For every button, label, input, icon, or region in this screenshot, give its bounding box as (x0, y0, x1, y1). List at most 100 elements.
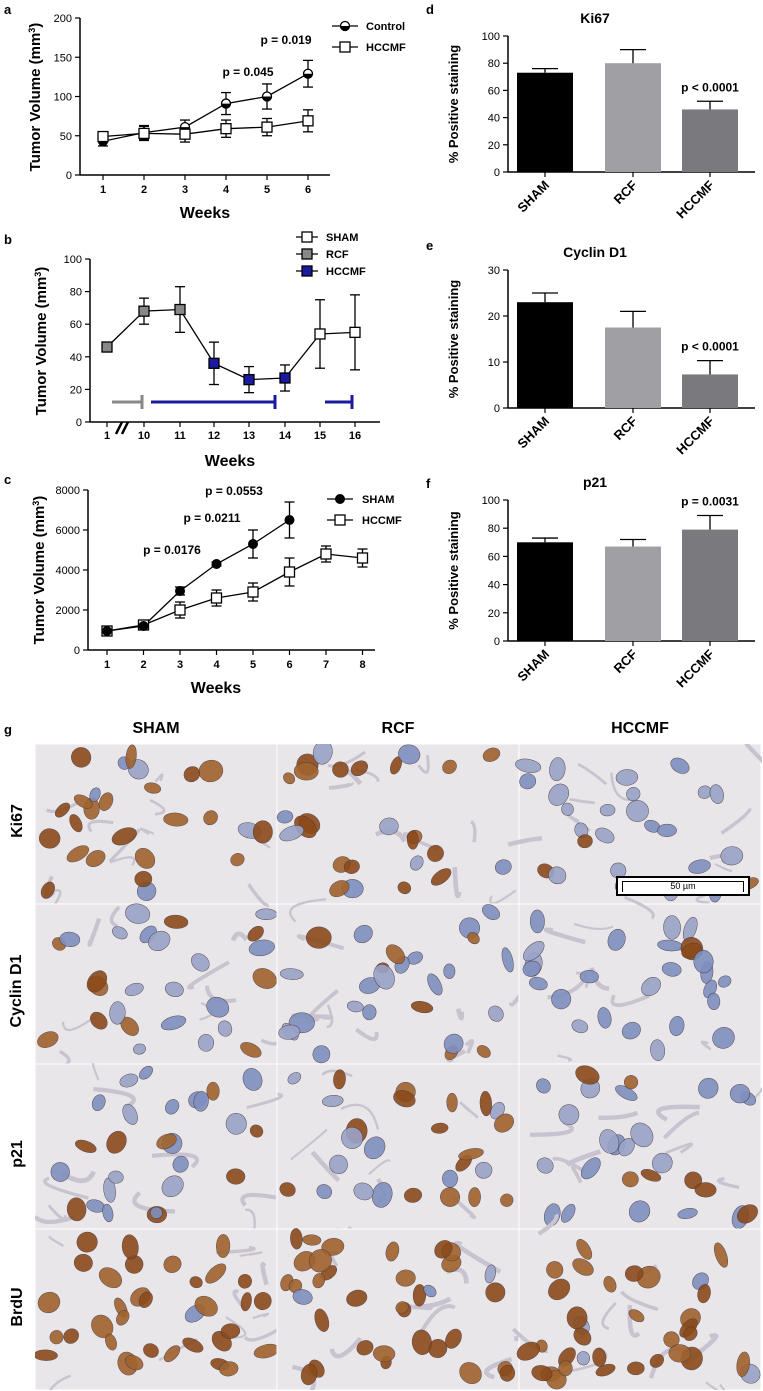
x-axis-label: Weeks (191, 680, 242, 697)
stroma-fiber (154, 773, 164, 783)
legend-label: RCF (326, 249, 349, 261)
stained-nucleus (343, 859, 360, 874)
axis-break-mark (120, 421, 130, 435)
stroma-fiber (744, 744, 762, 764)
stained-nucleus (446, 1092, 458, 1113)
unstained-nucleus (362, 1004, 377, 1021)
data-point (179, 128, 191, 140)
unstained-nucleus (580, 1157, 601, 1180)
unstained-nucleus (529, 976, 548, 991)
y-tick-label: 10 (488, 357, 500, 369)
unstained-nucleus (615, 769, 639, 786)
unstained-nucleus (164, 981, 184, 997)
unstained-nucleus (522, 960, 541, 977)
stroma-fiber (329, 1336, 363, 1359)
stained-nucleus (333, 1069, 346, 1090)
stained-nucleus (412, 1284, 427, 1307)
chart-title: Cyclin D1 (563, 244, 627, 260)
data-point (279, 372, 291, 384)
y-tick-label: 40 (488, 113, 500, 125)
data-point (301, 265, 313, 277)
x-tick-label: 13 (243, 430, 255, 442)
chart-c: 0 2000 4000 6000 8000 1 2 3 4 5 6 7 8 Weeks Tumor Volu… (31, 484, 402, 697)
unstained-nucleus (119, 1073, 139, 1088)
stroma-fiber (290, 1128, 328, 1161)
x-tick-label: 4 (223, 184, 230, 196)
data-point (247, 586, 259, 598)
stained-nucleus (385, 1241, 400, 1262)
y-axis-label: Tumor Volume (mm3) (31, 496, 48, 645)
stained-nucleus (576, 1238, 593, 1260)
stroma-fiber (716, 1176, 740, 1190)
unstained-nucleus (720, 846, 744, 866)
stroma-fiber (489, 889, 517, 905)
stroma-fiber (695, 894, 710, 904)
unstained-nucleus (626, 800, 649, 822)
legend-label: SHAM (362, 494, 394, 506)
unstained-nucleus (707, 992, 721, 1010)
p-value-annotation: p < 0.0001 (681, 80, 739, 94)
stained-nucleus (75, 1139, 97, 1153)
stroma-fiber (570, 1165, 583, 1184)
data-point-half (98, 141, 108, 146)
bar (682, 529, 738, 641)
unstained-nucleus (729, 1084, 751, 1104)
stained-nucleus (683, 1326, 698, 1341)
stained-nucleus (479, 1090, 492, 1117)
y-tick-label: 20 (488, 140, 500, 152)
unstained-nucleus (628, 1200, 651, 1223)
data-point (334, 514, 346, 526)
stroma-fiber (537, 1213, 559, 1236)
y-tick-label: 20 (488, 311, 500, 323)
data-point-half (303, 73, 313, 79)
unstained-nucleus (108, 1170, 124, 1184)
unstained-nucleus (536, 1078, 551, 1094)
unstained-nucleus (549, 757, 566, 782)
stained-nucleus (531, 1365, 553, 1382)
stained-nucleus (219, 1361, 239, 1377)
data-point (301, 231, 313, 243)
stained-nucleus (373, 1345, 396, 1363)
micrograph-tile-brdu-sham (35, 1228, 278, 1390)
y-tick-label: 30 (488, 265, 500, 277)
y-tick-label: 150 (54, 52, 72, 64)
unstained-nucleus (122, 1103, 138, 1125)
stained-nucleus (121, 1234, 139, 1260)
stained-nucleus (134, 871, 153, 888)
stained-nucleus (293, 762, 319, 781)
stained-nucleus (649, 1353, 665, 1368)
stained-nucleus (144, 782, 162, 794)
unstained-nucleus (276, 810, 294, 824)
unstained-nucleus (423, 1284, 437, 1298)
bar (682, 109, 738, 172)
legend-label: HCCMF (326, 266, 366, 278)
data-point (220, 123, 232, 135)
unstained-nucleus (112, 926, 128, 940)
unstained-nucleus (161, 1175, 184, 1198)
stained-nucleus (494, 1113, 515, 1133)
row-label-ki67: Ki67 (9, 804, 26, 838)
stroma-fiber (328, 781, 354, 790)
stroma-fiber (665, 1142, 694, 1155)
stroma-fiber (705, 1381, 726, 1390)
data-point (356, 552, 369, 564)
unstained-nucleus (501, 947, 514, 973)
stroma-fiber (577, 762, 608, 786)
unstained-nucleus (292, 1289, 313, 1305)
chart-b: 0 20 40 60 80 100 1 10 11 12 13 14 15 16 Weeks Tumor Vo… (33, 231, 380, 470)
y-tick-label: 0 (66, 170, 72, 182)
data-point (138, 127, 150, 140)
x-tick-label: 7 (323, 659, 329, 671)
unstained-nucleus (597, 1007, 612, 1029)
stroma-fiber (720, 808, 752, 835)
data-point (174, 604, 186, 616)
stroma-fiber (247, 883, 270, 907)
chart-title: Ki67 (580, 10, 610, 26)
panel-letter-c: c (4, 472, 12, 487)
x-tick-label: 5 (264, 184, 270, 196)
stained-nucleus (458, 1148, 484, 1161)
x-tick-label: 1 (104, 430, 110, 442)
y-tick-label: 60 (488, 551, 500, 563)
stroma-fiber (470, 820, 477, 843)
stained-nucleus (308, 1249, 332, 1273)
